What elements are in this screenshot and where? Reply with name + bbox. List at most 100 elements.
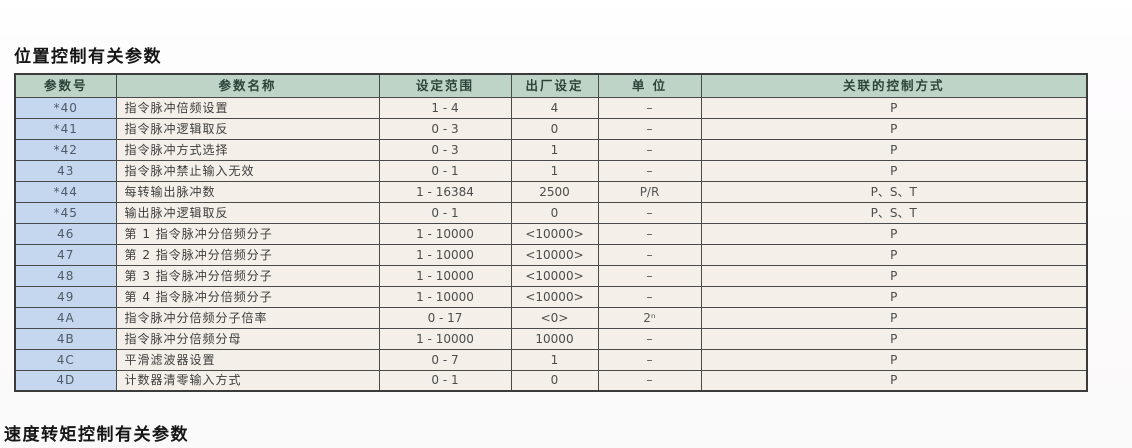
cell-param-name: 指令脉冲倍频设置 <box>115 96 380 119</box>
cell-setting-range: 1 - 10000 <box>378 222 512 245</box>
cell-unit: P/R <box>597 180 702 203</box>
cell-unit: – <box>597 201 702 224</box>
cell-control-mode: P <box>700 138 1088 161</box>
cell-unit: 2ⁿ <box>597 306 702 329</box>
cell-control-mode: P <box>700 159 1088 182</box>
cell-param-number: 4A <box>14 306 117 329</box>
cell-factory-default: <10000> <box>510 243 599 266</box>
cell-factory-default: <0> <box>510 306 599 329</box>
cell-factory-default: 1 <box>510 159 599 182</box>
cell-factory-default: 0 <box>510 369 599 392</box>
cell-param-name: 每转输出脉冲数 <box>115 180 380 203</box>
cell-factory-default: <10000> <box>510 264 599 287</box>
table-row: *44 每转输出脉冲数 1 - 16384 2500 P/R P、S、T <box>14 180 1088 203</box>
cell-param-number: *45 <box>14 201 117 224</box>
section-title-speed-torque-control: 速度转矩控制有关参数 <box>4 425 189 445</box>
cell-unit: – <box>597 369 702 392</box>
cell-unit: – <box>597 327 702 350</box>
cell-control-mode: P <box>700 285 1088 308</box>
cell-control-mode: P <box>700 96 1088 119</box>
cell-param-name: 指令脉冲禁止输入无效 <box>115 159 380 182</box>
cell-param-number: 46 <box>14 222 117 245</box>
cell-param-number: 49 <box>14 285 117 308</box>
cell-setting-range: 0 - 3 <box>378 117 512 140</box>
cell-param-name: 计数器清零输入方式 <box>115 369 380 392</box>
table-row: *45 输出脉冲逻辑取反 0 - 1 0– P、S、T <box>14 201 1088 224</box>
cell-unit: – <box>597 285 702 308</box>
section-title-position-control: 位置控制有关参数 <box>14 47 162 67</box>
table-row: *42 指令脉冲方式选择 0 - 3 1– P <box>14 138 1088 161</box>
cell-factory-default: 1 <box>510 138 599 161</box>
cell-setting-range: 0 - 17 <box>378 306 512 329</box>
table-row: 4D 计数器清零输入方式 0 - 1 0– P <box>14 369 1088 392</box>
cell-control-mode: P <box>700 369 1088 392</box>
cell-control-mode: P <box>700 306 1088 329</box>
cell-setting-range: 1 - 10000 <box>378 264 512 287</box>
cell-param-name: 第 2 指令脉冲分倍频分子 <box>115 243 380 266</box>
cell-param-name: 指令脉冲分倍频分子倍率 <box>115 306 380 329</box>
cell-factory-default: <10000> <box>510 285 599 308</box>
cell-param-name: 指令脉冲逻辑取反 <box>115 117 380 140</box>
cell-setting-range: 1 - 4 <box>378 96 512 119</box>
column-header-control-mode: 关联的控制方式 <box>700 73 1088 98</box>
cell-unit: – <box>597 348 702 371</box>
cell-setting-range: 0 - 3 <box>378 138 512 161</box>
cell-factory-default: 4 <box>510 96 599 119</box>
cell-param-number: *44 <box>14 180 117 203</box>
table-row: 46 第 1 指令脉冲分倍频分子 1 - 10000 <10000> – P <box>14 222 1088 245</box>
cell-setting-range: 0 - 7 <box>378 348 512 371</box>
cell-param-name: 平滑滤波器设置 <box>115 348 380 371</box>
cell-unit: – <box>597 138 702 161</box>
table-row: 43 指令脉冲禁止输入无效 0 - 1 1– P <box>14 159 1088 182</box>
cell-param-name: 指令脉冲方式选择 <box>115 138 380 161</box>
cell-param-number: 43 <box>14 159 117 182</box>
cell-setting-range: 0 - 1 <box>378 201 512 224</box>
table-row: *40 指令脉冲倍频设置 1 - 4 4– P <box>14 96 1088 119</box>
cell-param-name: 第 1 指令脉冲分倍频分子 <box>115 222 380 245</box>
cell-param-name: 输出脉冲逻辑取反 <box>115 201 380 224</box>
table-row: *41 指令脉冲逻辑取反 0 - 3 0– P <box>14 117 1088 140</box>
cell-control-mode: P <box>700 327 1088 350</box>
cell-param-number: 48 <box>14 264 117 287</box>
cell-param-number: *41 <box>14 117 117 140</box>
column-header-factory-default: 出厂设定 <box>510 73 599 98</box>
cell-unit: – <box>597 243 702 266</box>
cell-factory-default: 0 <box>510 117 599 140</box>
column-header-param-number: 参数号 <box>14 73 117 98</box>
table-row: 47 第 2 指令脉冲分倍频分子 1 - 10000 <10000> – P <box>14 243 1088 266</box>
cell-control-mode: P、S、T <box>700 180 1088 203</box>
cell-param-number: *40 <box>14 96 117 119</box>
cell-setting-range: 0 - 1 <box>378 159 512 182</box>
cell-factory-default: 0 <box>510 201 599 224</box>
table-row: 4C 平滑滤波器设置 0 - 7 1– P <box>14 348 1088 371</box>
cell-setting-range: 0 - 1 <box>378 369 512 392</box>
cell-unit: – <box>597 264 702 287</box>
cell-factory-default: 2500 <box>510 180 599 203</box>
cell-control-mode: P <box>700 264 1088 287</box>
cell-param-name: 指令脉冲分倍频分母 <box>115 327 380 350</box>
cell-control-mode: P <box>700 348 1088 371</box>
cell-control-mode: P、S、T <box>700 201 1088 224</box>
table-row: 48 第 3 指令脉冲分倍频分子 1 - 10000 <10000> – P <box>14 264 1088 287</box>
cell-param-number: 4C <box>14 348 117 371</box>
table-row: 4A 指令脉冲分倍频分子倍率 0 - 17 <0> 2ⁿ P <box>14 306 1088 329</box>
cell-param-number: *42 <box>14 138 117 161</box>
table-row: 49 第 4 指令脉冲分倍频分子 1 - 10000 <10000> – P <box>14 285 1088 308</box>
cell-param-number: 4D <box>14 369 117 392</box>
cell-setting-range: 1 - 16384 <box>378 180 512 203</box>
cell-param-number: 4B <box>14 327 117 350</box>
column-header-unit: 单 位 <box>597 73 702 98</box>
cell-unit: – <box>597 117 702 140</box>
cell-control-mode: P <box>700 222 1088 245</box>
cell-factory-default: 10000 <box>510 327 599 350</box>
cell-param-name: 第 4 指令脉冲分倍频分子 <box>115 285 380 308</box>
cell-unit: – <box>597 159 702 182</box>
parameter-table: 参数号 参数名称 设定范围 出厂设定 单 位 关联的控制方式 *40 指令脉冲倍频… <box>14 73 1088 392</box>
cell-factory-default: 1 <box>510 348 599 371</box>
cell-control-mode: P <box>700 117 1088 140</box>
table-row: 4B 指令脉冲分倍频分母 1 - 10000 10000– P <box>14 327 1088 350</box>
cell-control-mode: P <box>700 243 1088 266</box>
cell-setting-range: 1 - 10000 <box>378 243 512 266</box>
cell-param-name: 第 3 指令脉冲分倍频分子 <box>115 264 380 287</box>
